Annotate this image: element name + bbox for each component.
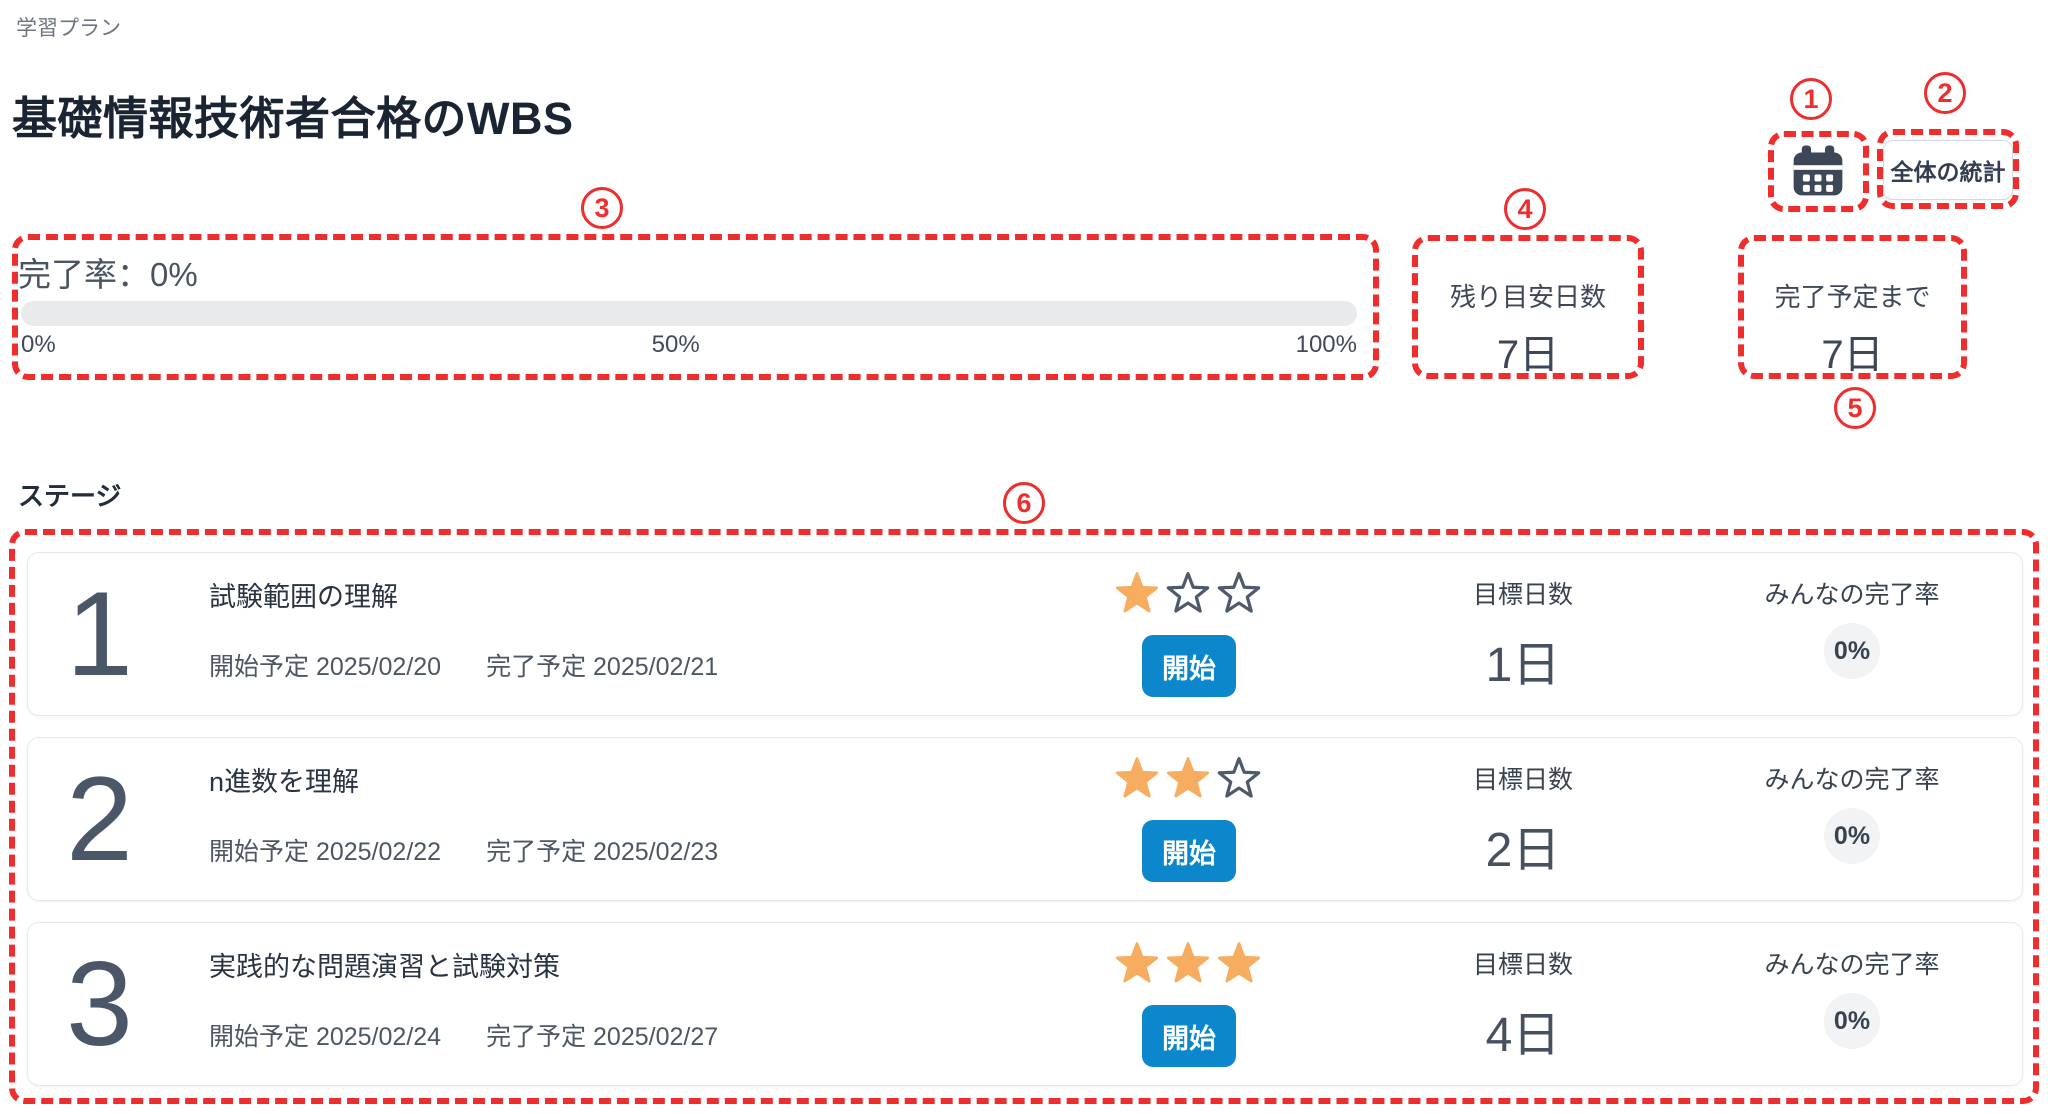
page-title: 基礎情報技術者合格のWBS xyxy=(12,93,574,145)
start-button[interactable]: 開始 xyxy=(1142,820,1236,882)
annotation-marker-1: 1 xyxy=(1790,78,1832,120)
stages-heading: ステージ xyxy=(18,481,122,511)
completion-rate-label: 完了率：0% xyxy=(18,256,198,293)
stage-card: 1 試験範囲の理解 開始予定 2025/02/20 完了予定 2025/02/21… xyxy=(27,552,2023,716)
tick-50: 50% xyxy=(651,331,700,358)
progress-bar xyxy=(21,301,1357,326)
star-empty-icon xyxy=(1217,571,1261,613)
annotation-marker-5: 5 xyxy=(1834,387,1876,429)
star-filled-icon xyxy=(1115,757,1159,798)
annotation-marker-3: 3 xyxy=(581,187,623,229)
stage-start-date: 開始予定 2025/02/22 xyxy=(209,838,442,866)
completion-rate-badge: 0% xyxy=(1824,993,1880,1049)
target-days-label: 目標日数 xyxy=(1472,951,1573,979)
start-button[interactable]: 開始 xyxy=(1142,1005,1236,1067)
stage-title: n進数を理解 xyxy=(209,767,360,797)
stage-card: 3 実践的な問題演習と試験対策 開始予定 2025/02/24 完了予定 2025… xyxy=(27,922,2023,1086)
stage-dates: 開始予定 2025/02/22 完了予定 2025/02/23 xyxy=(209,832,718,868)
difficulty-stars xyxy=(1114,754,1262,800)
target-days-value: 2日 xyxy=(1485,824,1561,877)
stage-title: 実践的な問題演習と試験対策 xyxy=(209,952,560,982)
star-filled-icon xyxy=(1115,942,1159,983)
remaining-days-value: 7日 xyxy=(1496,333,1560,377)
stage-start-date: 開始予定 2025/02/24 xyxy=(209,1023,442,1051)
breadcrumb: 学習プラン xyxy=(16,17,121,40)
difficulty-stars xyxy=(1114,569,1262,615)
target-days-value: 4日 xyxy=(1485,1009,1561,1062)
tick-0: 0% xyxy=(21,331,56,358)
stage-number: 1 xyxy=(66,567,133,701)
target-days-label: 目標日数 xyxy=(1472,581,1573,609)
stage-number: 3 xyxy=(66,937,133,1071)
stage-end-date: 完了予定 2025/02/23 xyxy=(486,838,719,866)
star-empty-icon xyxy=(1217,756,1261,798)
stage-end-date: 完了予定 2025/02/21 xyxy=(486,653,719,681)
progress-scale: 0% 50% 100% xyxy=(21,331,1357,359)
calendar-button[interactable] xyxy=(1789,142,1847,200)
target-days-column: 目標日数 4日 xyxy=(1398,923,1648,1065)
stage-end-date: 完了予定 2025/02/27 xyxy=(486,1023,719,1051)
star-filled-icon xyxy=(1166,757,1210,798)
difficulty-stars xyxy=(1114,939,1262,985)
remaining-days-label: 残り目安日数 xyxy=(1449,282,1606,312)
target-days-column: 目標日数 1日 xyxy=(1398,553,1648,695)
stage-start-date: 開始予定 2025/02/20 xyxy=(209,653,442,681)
annotation-marker-6: 6 xyxy=(1003,482,1045,524)
stage-title: 試験範囲の理解 xyxy=(209,582,398,612)
calendar-icon xyxy=(1789,142,1847,200)
annotation-marker-2: 2 xyxy=(1924,72,1966,114)
target-days-value: 1日 xyxy=(1485,639,1561,692)
stage-card: 2 n進数を理解 開始予定 2025/02/22 完了予定 2025/02/23 … xyxy=(27,737,2023,901)
star-filled-icon xyxy=(1217,942,1261,983)
until-completion-value: 7日 xyxy=(1821,333,1884,377)
stage-list: 1 試験範囲の理解 開始予定 2025/02/20 完了予定 2025/02/21… xyxy=(27,552,2023,1086)
stage-dates: 開始予定 2025/02/20 完了予定 2025/02/21 xyxy=(209,647,718,683)
everyone-completion-label: みんなの完了率 xyxy=(1764,951,1940,979)
tick-100: 100% xyxy=(1295,331,1357,358)
until-completion-box: 完了予定まで 7日 xyxy=(1738,235,1967,379)
annotation-marker-4: 4 xyxy=(1504,188,1546,230)
start-button[interactable]: 開始 xyxy=(1142,635,1236,697)
completion-rate-column: みんなの完了率 0% xyxy=(1727,923,1977,1049)
star-filled-icon xyxy=(1115,572,1159,613)
star-filled-icon xyxy=(1166,942,1210,983)
star-empty-icon xyxy=(1166,571,1210,613)
everyone-completion-label: みんなの完了率 xyxy=(1764,581,1940,609)
target-days-label: 目標日数 xyxy=(1472,766,1573,794)
overall-stats-button[interactable]: 全体の統計 xyxy=(1883,140,2013,200)
completion-rate-badge: 0% xyxy=(1824,808,1880,864)
everyone-completion-label: みんなの完了率 xyxy=(1764,766,1940,794)
stage-dates: 開始予定 2025/02/24 完了予定 2025/02/27 xyxy=(209,1017,718,1053)
target-days-column: 目標日数 2日 xyxy=(1398,738,1648,880)
completion-rate-badge: 0% xyxy=(1824,623,1880,679)
completion-rate-column: みんなの完了率 0% xyxy=(1727,738,1977,864)
until-completion-label: 完了予定まで xyxy=(1774,282,1931,312)
stage-number: 2 xyxy=(66,752,133,886)
completion-rate-column: みんなの完了率 0% xyxy=(1727,553,1977,679)
remaining-days-box: 残り目安日数 7日 xyxy=(1412,235,1644,379)
